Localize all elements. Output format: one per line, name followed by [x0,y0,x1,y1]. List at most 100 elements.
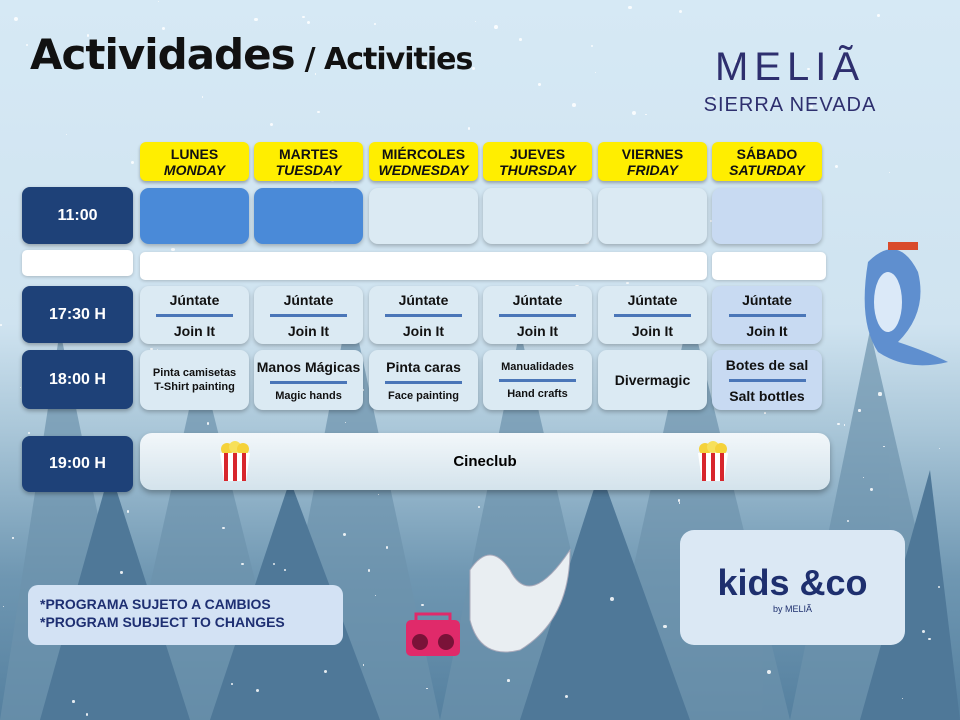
snowflake [28,432,31,435]
snowflake [878,392,882,396]
snowflake [901,698,903,700]
divider [499,313,576,317]
time-label: 18:00 H [22,350,133,409]
snowflake [126,510,130,514]
snowflake [338,58,340,61]
snowflake [161,26,166,31]
divider [499,378,576,382]
snowflake [86,34,89,37]
day-header: JUEVES THURSDAY [483,142,592,181]
snowflake [269,122,273,126]
divider [385,380,462,384]
snowflake [26,43,29,46]
snowflake [72,700,75,703]
snowflake [863,476,865,478]
divider [270,313,347,317]
slot-1800: Divermagic [598,350,707,410]
snowflake [663,624,667,629]
snowflake [843,424,845,426]
slot-1100 [483,188,592,244]
snowflake [85,713,89,716]
snowflake [877,13,880,17]
snowflake [273,562,276,565]
snowflake [834,165,838,169]
snowflake [156,349,158,351]
snowflake [678,9,682,13]
page-title: Actividades / Activities [30,30,473,79]
snowflake [590,45,593,48]
melia-logo: MELIÃ SIERRA NEVADA [703,45,877,116]
divider [156,313,233,317]
day-header: MIÉRCOLES WEDNESDAY [369,142,478,181]
time-label: 11:00 [22,187,133,244]
snowflake [241,562,244,565]
snowflake [374,594,376,597]
popcorn-icon [698,441,728,481]
seal-mascot-icon [469,548,571,653]
snowflake [421,603,424,607]
snowflake [766,669,771,674]
snowflake [343,532,347,536]
snowflake [928,637,931,641]
slot-1800: Pinta caras Face painting [369,350,478,410]
slot-1730: Júntate Join It [254,286,363,344]
snowflake [171,247,175,252]
snowflake [677,499,681,502]
blank-row [712,252,826,280]
snowflake [324,669,328,673]
snowflake [474,21,477,23]
schedule-note: *PROGRAMA SUJETO A CAMBIOS *PROGRAM SUBJE… [28,585,343,645]
blank-row [140,252,707,280]
slot-1100 [140,188,249,244]
snowflake [253,17,258,22]
snowflake [678,502,681,504]
divider [385,313,462,317]
slot-1800: Manualidades Hand crafts [483,350,592,410]
snowflake [377,493,380,496]
snowflake [0,324,2,327]
snowflake [315,73,317,75]
divider [728,378,806,382]
snowflake [150,347,153,351]
divider [728,313,806,317]
snowflake [317,110,320,114]
snowflake [506,679,510,682]
day-header: LUNES MONDAY [140,142,249,181]
slot-1730: Júntate Join It [483,286,592,344]
kids-co-logo: kids &co by MELIÃ [680,530,905,645]
snowflake [809,104,813,109]
snowflake [256,688,260,692]
snowflake [538,83,541,86]
snowflake [939,448,941,450]
snowflake [858,409,861,412]
snowflake [65,134,67,136]
slot-1730: Júntate Join It [140,286,249,344]
blank-row [22,250,133,276]
snowflake [710,219,713,222]
snowflake [518,37,522,41]
snowflake [345,421,347,423]
slot-1730: Júntate Join It [598,286,707,344]
snowflake [626,281,629,285]
snowflake [368,62,372,66]
snowflake [764,412,766,414]
day-header: VIERNES FRIDAY [598,142,707,181]
snowflake [120,571,123,574]
snowflake [628,5,632,10]
snowflake [423,62,428,66]
snowflake [202,96,204,98]
snowflake [594,71,596,73]
snowflake [735,60,739,64]
snowflake [831,77,834,80]
slot-1100 [369,188,478,244]
snowflake [477,506,480,509]
snowflake [471,67,475,70]
snowflake [426,688,428,690]
snowflake [230,683,233,685]
cineclub-bar: Cineclub [140,433,830,490]
snowflake [20,386,22,388]
snowflake [467,126,471,130]
snowflake [922,629,926,633]
boombox-icon [406,612,460,656]
snowflake [632,110,637,115]
